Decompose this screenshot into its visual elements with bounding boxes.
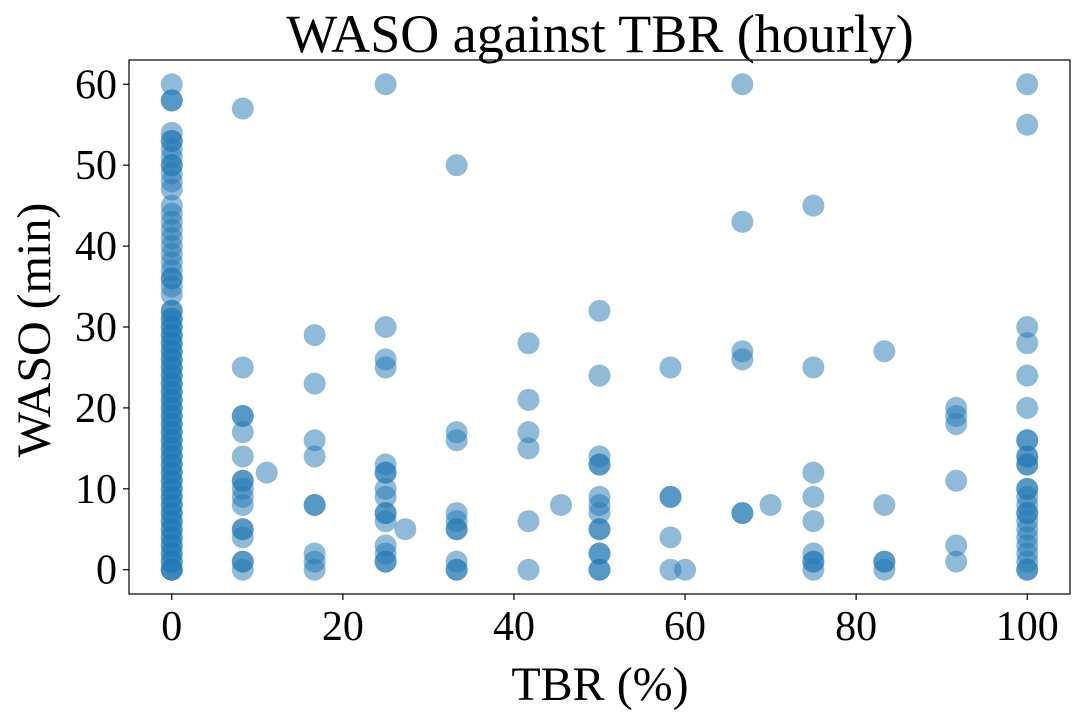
data-point: [873, 494, 896, 516]
y-tick-label: 50: [75, 143, 117, 189]
y-axis-label: WASO (min): [8, 203, 61, 458]
data-point: [255, 461, 278, 484]
data-point: [1016, 113, 1039, 136]
x-tick-label: 0: [161, 604, 182, 650]
data-point: [160, 73, 183, 96]
data-point: [231, 421, 254, 444]
data-point: [231, 550, 254, 573]
data-point: [303, 542, 326, 565]
data-point: [374, 502, 397, 525]
data-point: [517, 437, 540, 460]
data-point: [374, 73, 397, 96]
y-tick-label: 0: [96, 548, 117, 594]
data-point: [160, 299, 183, 322]
y-tick-label: 40: [75, 224, 117, 270]
data-point: [445, 502, 468, 525]
data-point: [394, 518, 417, 541]
data-point: [759, 494, 782, 516]
data-point: [1016, 445, 1039, 468]
data-point: [445, 550, 468, 573]
data-point: [802, 356, 825, 379]
data-point: [588, 445, 611, 468]
data-point: [731, 340, 754, 363]
data-point: [517, 388, 540, 411]
data-point: [517, 332, 540, 355]
x-tick-label: 20: [322, 604, 364, 650]
data-point: [945, 396, 968, 419]
data-point: [160, 194, 183, 217]
data-point: [1016, 364, 1039, 387]
x-axis-label: TBR (%): [511, 658, 688, 711]
data-points: [160, 73, 1039, 581]
data-point: [802, 510, 825, 533]
data-point: [550, 494, 573, 516]
data-point: [588, 299, 611, 322]
data-point: [517, 510, 540, 533]
data-point: [731, 502, 754, 525]
data-point: [873, 550, 896, 573]
data-point: [588, 364, 611, 387]
data-point: [945, 550, 968, 573]
x-tick-label: 100: [996, 604, 1059, 650]
chart-title: WASO against TBR (hourly): [286, 4, 913, 64]
data-point: [1016, 477, 1039, 500]
data-point: [802, 461, 825, 484]
data-point: [1016, 73, 1039, 96]
data-point: [160, 121, 183, 144]
data-point: [231, 518, 254, 541]
data-point: [588, 558, 611, 581]
data-point: [160, 89, 183, 112]
data-point: [659, 485, 682, 508]
data-point: [802, 485, 825, 508]
data-point: [374, 453, 397, 476]
y-tick-label: 10: [75, 467, 117, 513]
data-point: [374, 348, 397, 371]
data-point: [731, 73, 754, 96]
data-point: [1016, 332, 1039, 355]
data-point: [231, 97, 254, 120]
data-point: [588, 518, 611, 541]
data-point: [802, 542, 825, 565]
data-point: [374, 477, 397, 500]
data-point: [517, 558, 540, 581]
data-point: [517, 421, 540, 444]
data-point: [945, 469, 968, 492]
data-point: [303, 429, 326, 452]
data-point: [374, 316, 397, 338]
y-tick-label: 20: [75, 386, 117, 432]
data-point: [231, 469, 254, 492]
data-point: [445, 154, 468, 177]
data-point: [731, 210, 754, 233]
data-point: [659, 356, 682, 379]
data-point: [674, 558, 697, 581]
data-point: [1016, 429, 1039, 452]
data-point: [588, 542, 611, 565]
data-point: [945, 534, 968, 557]
data-point: [445, 421, 468, 444]
data-point: [231, 356, 254, 379]
data-point: [231, 445, 254, 468]
x-tick-label: 80: [835, 604, 877, 650]
y-tick-label: 30: [75, 305, 117, 351]
data-point: [588, 485, 611, 508]
data-point: [303, 324, 326, 347]
x-tick-label: 40: [493, 604, 535, 650]
x-axis-ticks: 0 20 40 60 80 100: [161, 594, 1059, 650]
data-point: [231, 405, 254, 427]
data-point: [802, 194, 825, 217]
data-point: [303, 445, 326, 468]
data-point: [1016, 316, 1039, 338]
data-point: [303, 372, 326, 395]
data-point: [303, 494, 326, 516]
y-tick-label: 60: [75, 62, 117, 108]
x-tick-label: 60: [664, 604, 706, 650]
data-point: [873, 340, 896, 363]
data-point: [374, 534, 397, 557]
data-point: [659, 526, 682, 549]
y-axis-ticks: 0 10 20 30 40 50 60: [75, 62, 129, 594]
data-point: [1016, 396, 1039, 419]
